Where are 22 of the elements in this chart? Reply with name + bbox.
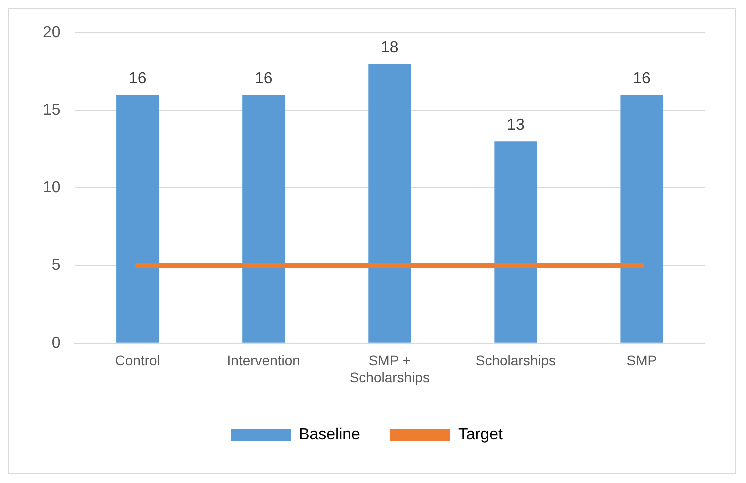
x-tick-label: Intervention — [227, 352, 300, 369]
bar — [620, 95, 664, 343]
x-tick-label: Scholarships — [476, 352, 556, 369]
data-label: 13 — [507, 117, 525, 134]
legend-label: Target — [458, 426, 504, 444]
y-tick-label: 10 — [43, 180, 61, 197]
bar — [116, 95, 160, 343]
bar — [242, 95, 286, 343]
x-tick-label: Control — [115, 352, 160, 369]
data-label: 16 — [633, 70, 651, 88]
legend-label: Baseline — [299, 426, 361, 444]
bar — [368, 64, 412, 343]
bar — [494, 142, 538, 343]
y-tick-label: 0 — [52, 334, 61, 352]
x-tick-label: SMP — [626, 352, 658, 369]
y-tick-label: 5 — [52, 257, 61, 274]
x-tick-label: SMP + Scholarships — [350, 352, 430, 386]
data-label: 18 — [381, 39, 399, 56]
data-label: 16 — [128, 70, 147, 88]
y-tick-label: 15 — [43, 102, 61, 120]
data-label: 16 — [254, 70, 273, 88]
y-tick-label: 20 — [43, 24, 61, 42]
